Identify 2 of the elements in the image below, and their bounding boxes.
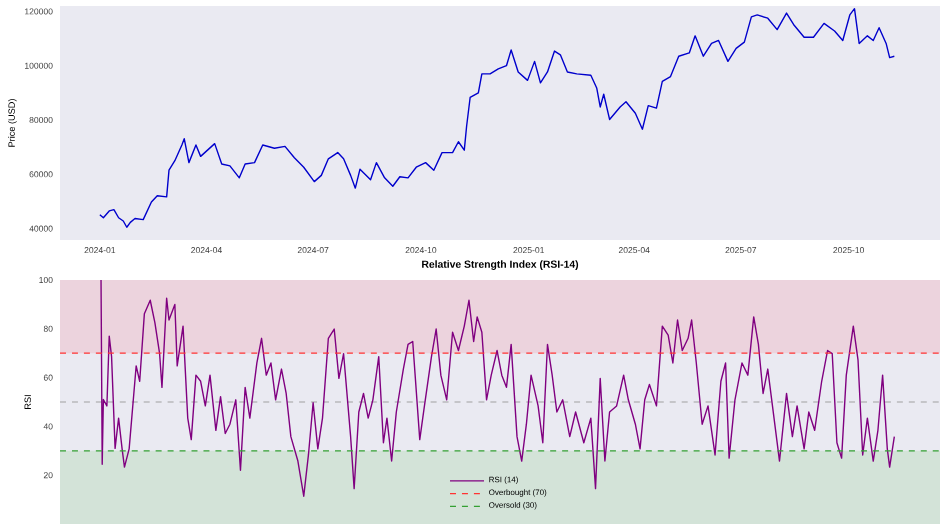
line-series	[100, 280, 896, 497]
line-series	[99, 8, 896, 228]
